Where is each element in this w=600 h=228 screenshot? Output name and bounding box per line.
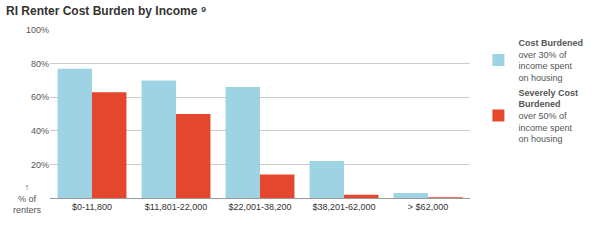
svg-text:$22,001-38,200: $22,001-38,200 xyxy=(228,202,291,212)
svg-text:Severely CostBurdenedover 50%: Severely CostBurdenedover 50% ofincome s… xyxy=(518,88,578,145)
svg-text:$0-11,800: $0-11,800 xyxy=(72,202,112,212)
svg-text:$11,801-22,000: $11,801-22,000 xyxy=(145,202,207,212)
svg-text:60%: 60% xyxy=(31,92,49,102)
svg-text:80%: 80% xyxy=(31,59,49,69)
svg-text:↑% ofrenters: ↑% ofrenters xyxy=(13,182,42,215)
svg-text:Cost Burdenedover 30% ofincome: Cost Burdenedover 30% ofincome spenton h… xyxy=(518,38,583,83)
svg-text:RI Renter Cost Burden by Incom: RI Renter Cost Burden by Income ⁹ xyxy=(6,4,206,18)
svg-text:> $62,000: > $62,000 xyxy=(408,202,448,212)
svg-text:40%: 40% xyxy=(31,126,49,136)
svg-text:$38,201-62,000: $38,201-62,000 xyxy=(312,202,375,212)
svg-text:20%: 20% xyxy=(31,160,49,170)
svg-text:100%: 100% xyxy=(26,25,49,35)
